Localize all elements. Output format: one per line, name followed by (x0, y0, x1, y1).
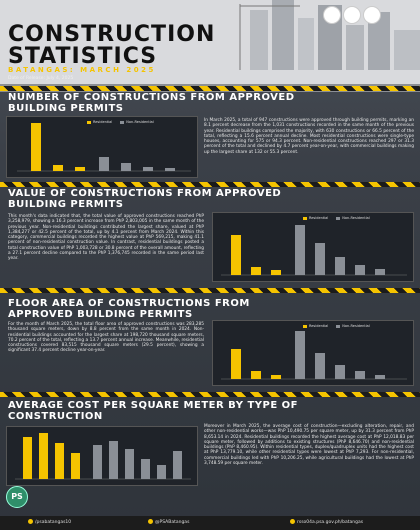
bar (55, 443, 64, 479)
release-date: Date of Release: July 4, 2025 (8, 76, 74, 81)
section3-chart-panel: Residential Non-Residential (212, 320, 414, 386)
bar (355, 265, 365, 275)
section3-legend: Residential Non-Residential (303, 324, 370, 328)
twitter-icon (148, 519, 153, 524)
facebook-icon (28, 519, 33, 524)
bar (99, 157, 109, 171)
bar (355, 371, 365, 379)
legend-nonresidential: Non-Residential (336, 324, 370, 328)
section1-title: NUMBER OF CONSTRUCTIONS FROM APPROVED BU… (8, 92, 295, 114)
bar (23, 437, 32, 479)
bar (109, 441, 118, 479)
bar (315, 353, 325, 379)
bar (295, 225, 305, 275)
bar (375, 269, 385, 275)
section4-title: AVERAGE COST PER SQUARE METER BY TYPE OF… (8, 400, 298, 422)
bar (93, 445, 102, 479)
globe-icon (290, 519, 295, 524)
legend-nonresidential: Non-Residential (120, 120, 154, 124)
section1-bar-chart (17, 123, 191, 172)
bar (231, 349, 241, 379)
bar (165, 168, 175, 171)
section2-bar-chart (221, 225, 407, 276)
section3-bar-chart (221, 331, 407, 380)
section1-text: In March 2025, a total of 947 constructi… (204, 118, 414, 155)
bar (141, 459, 150, 479)
bar (75, 167, 85, 171)
bar (271, 270, 281, 275)
legend-nonresidential: Non-Residential (336, 216, 370, 220)
section4-chart-panel (6, 426, 198, 486)
hazard-stripe (0, 86, 420, 91)
hazard-stripe (0, 288, 420, 293)
section2-chart-panel: Residential Non-Residential (212, 212, 414, 282)
section1-legend: Residential Non-Residential (87, 120, 154, 124)
section2-legend: Residential Non-Residential (303, 216, 370, 220)
section1-chart-panel: Residential Non-Residential (6, 116, 198, 178)
section3-text: For the month of March 2025, the total f… (8, 322, 204, 354)
footer-bar (0, 516, 420, 530)
section2-title: VALUE OF CONSTRUCTIONS FROM APPROVED BUI… (8, 188, 282, 210)
psa-logo (323, 6, 341, 24)
footer-twitter[interactable]: @PSABatangas (148, 519, 189, 525)
bar (71, 453, 80, 479)
bar (251, 267, 261, 275)
agency-seal-logo (363, 6, 381, 24)
bar (173, 451, 182, 479)
legend-residential: Residential (87, 120, 112, 124)
page-subtitle: BATANGAS: MARCH 2025 (8, 66, 156, 74)
bar (335, 257, 345, 275)
footer-website[interactable]: rsso04a.psa.gov.ph/batangas (290, 519, 363, 525)
legend-residential: Residential (303, 216, 328, 220)
bar (335, 365, 345, 379)
bar (315, 243, 325, 275)
bar (271, 375, 281, 379)
page-title-line2: STATISTICS (8, 44, 158, 69)
bar (143, 167, 153, 171)
bar (375, 375, 385, 379)
bar (157, 465, 166, 479)
footer-facebook[interactable]: /psabatangas10 (28, 519, 71, 525)
bar (53, 165, 63, 171)
bar (231, 235, 241, 275)
hazard-stripe (0, 392, 420, 397)
psa-badge-icon: PS (6, 486, 28, 508)
section3-title: FLOOR AREA OF CONSTRUCTIONS FROM APPROVE… (8, 298, 250, 320)
section4-bar-chart (15, 433, 191, 480)
section2-text: This month's data indicated that, the to… (8, 214, 204, 262)
bar (125, 449, 134, 479)
section4-text: Moreover in March 2025, the average cost… (204, 424, 414, 467)
page-title-line1: CONSTRUCTION (8, 22, 216, 47)
bar (31, 123, 41, 171)
bar (295, 331, 305, 379)
legend-residential: Residential (303, 324, 328, 328)
bar (39, 433, 48, 479)
bagong-pilipinas-logo (343, 6, 361, 24)
hazard-stripe (0, 182, 420, 187)
bar (121, 163, 131, 171)
bar (251, 371, 261, 379)
